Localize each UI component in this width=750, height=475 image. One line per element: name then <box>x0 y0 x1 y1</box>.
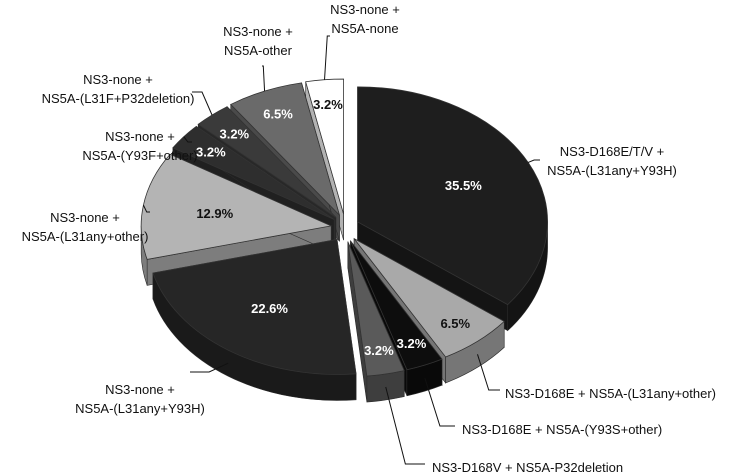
category-label-line: NS5A-none <box>331 21 398 36</box>
category-label: NS3-none + NS5A-(L31any+Y93H) <box>75 382 205 416</box>
leader-line <box>424 377 455 427</box>
value-label: 6.5% <box>440 316 470 331</box>
leader-line <box>528 159 540 163</box>
slice-side-shade <box>141 225 148 286</box>
slice-side-shade <box>406 359 443 396</box>
category-label-line: NS3-none + <box>83 72 153 87</box>
category-label: NS3-D168E + NS5A-(Y93S+other) <box>462 422 662 437</box>
category-label-line: NS5A-other <box>224 43 293 58</box>
value-label: 3.2% <box>364 343 394 358</box>
leader-line <box>262 65 266 92</box>
slice-side-shade <box>347 241 367 403</box>
slice <box>347 241 405 377</box>
category-label-line: NS5A-(L31any+Y93H) <box>75 401 205 416</box>
category-label-line: NS5A-(Y93F+other) <box>82 148 197 163</box>
category-label: NS3-D168V + NS5A-P32deletion <box>432 460 623 475</box>
value-label: 22.6% <box>251 301 288 316</box>
category-label: NS3-none + NS5A-other <box>223 24 293 58</box>
category-label-line: NS5A-(L31any+Y93H) <box>547 163 677 178</box>
category-label-line: NS3-D168V + NS5A-P32deletion <box>432 460 623 475</box>
leader-line <box>477 354 500 391</box>
category-label-line: NS3-none + <box>50 210 120 225</box>
value-label: 3.2% <box>313 97 343 112</box>
category-label-line: NS3-none + <box>105 382 175 397</box>
category-label-line: NS5A-(L31any+other) <box>22 229 149 244</box>
slice <box>172 125 335 220</box>
leader-line <box>385 386 425 465</box>
category-label: NS3-D168E/T/V + NS5A-(L31any+Y93H) <box>547 144 677 178</box>
leader-line <box>324 35 330 80</box>
category-label: NS3-D168E + NS5A-(L31any+other) <box>505 386 716 401</box>
leader-line <box>190 362 229 373</box>
category-label: NS3-none + NS5A-(Y93F+other) <box>82 129 197 163</box>
slice-side-shade <box>366 370 405 403</box>
slice <box>357 86 548 306</box>
category-label: NS3-none + NS5A-none <box>330 2 400 36</box>
category-label: NS3-none + NS5A-(L31F+P32deletion) <box>42 72 195 106</box>
value-label: 3.2% <box>397 336 427 351</box>
slice <box>350 240 443 371</box>
leader-line <box>192 91 213 116</box>
leader-line <box>183 136 192 143</box>
slice-side-shade <box>445 321 505 383</box>
category-label-line: NS3-D168E + NS5A-(L31any+other) <box>505 386 716 401</box>
value-label: 6.5% <box>263 106 293 121</box>
slice-side-shade <box>507 221 548 331</box>
category-label-line: NS3-none + <box>330 2 400 17</box>
slice <box>152 239 357 375</box>
slice-side-shade <box>152 273 357 401</box>
category-label-line: NS3-D168E + NS5A-(Y93S+other) <box>462 422 662 437</box>
value-label: 12.9% <box>196 206 233 221</box>
slice <box>353 238 505 358</box>
slice <box>230 82 340 216</box>
leader-line <box>142 204 150 213</box>
category-label-line: NS3-none + <box>223 24 293 39</box>
category-label-line: NS3-D168E/T/V + <box>560 144 664 159</box>
category-label: NS3-none + NS5A-(L31any+other) <box>22 210 149 244</box>
category-label-line: NS5A-(L31F+P32deletion) <box>42 91 195 106</box>
value-label: 3.2% <box>219 126 249 141</box>
value-label: 35.5% <box>445 178 482 193</box>
category-label-line: NS3-none + <box>105 129 175 144</box>
value-label: 3.2% <box>196 145 226 160</box>
slice <box>305 78 344 215</box>
